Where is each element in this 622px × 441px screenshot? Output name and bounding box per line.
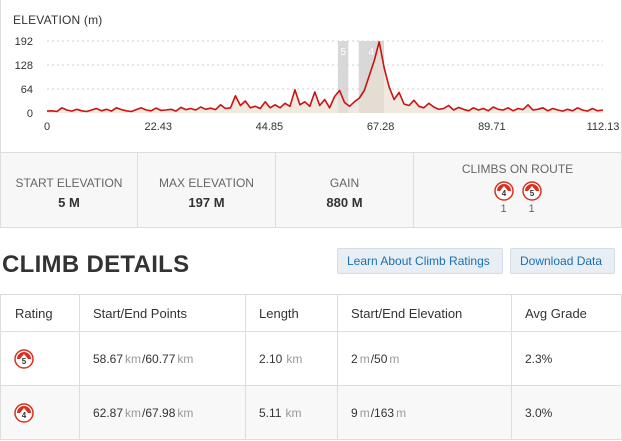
y-tick-label: 0 [27,108,33,120]
gain-value: 880 M [326,195,363,210]
climb-badges: 4 1 5 1 [414,181,621,215]
x-tick-label: 0 [44,121,50,133]
x-tick-label: 22.43 [144,121,172,133]
elevation-line [46,41,604,113]
climb-region-label: 4 [369,47,375,58]
unit: m [359,351,370,366]
length-value: 2.10 [259,351,283,366]
start-end-elevation-cell: 9 m/163 m [338,386,512,439]
chart-title: ELEVATION (m) [13,13,103,27]
header-length: Length [246,295,338,331]
elevation-chart[interactable]: 5 4 192 128 64 00 22.43 44.85 67.28 89.71 112.13 [1,0,621,152]
route-stats: START ELEVATION 5 M MAX ELEVATION 197 M … [0,152,622,228]
climb-rating-5-icon: 5 [14,348,34,369]
max-elevation-value: 197 M [188,195,225,210]
length-value: 5.11 [259,405,282,420]
climb-count-cat4: 1 [500,203,507,215]
table-row[interactable]: 5 58.67 km/60.77 km 2.10 km 2 m/50 m 2.3% [0,332,622,386]
climbs-on-route-stat: CLIMBS ON ROUTE 4 1 5 1 [414,153,622,227]
climb-table: Rating Start/End Points Length Start/End… [0,294,622,440]
unit: m [359,405,370,420]
header-avg-grade: Avg Grade [512,295,622,331]
download-data-button[interactable]: Download Data [510,248,615,274]
unit: km [286,351,303,366]
unit: km [125,351,142,366]
x-tick-label: 44.85 [256,121,284,133]
table-row[interactable]: 4 62.87 km/67.98 km 5.11 km 9 m/163 m 3.0% [0,386,622,440]
start-end-points-cell: 62.87 km/67.98 km [80,386,246,439]
max-elevation-stat: MAX ELEVATION 197 M [138,153,276,227]
start-end-points-cell: 58.67 km/60.77 km [80,332,246,385]
badge-number: 4 [501,189,506,198]
end-elevation: 163 [374,405,395,420]
start-elevation: 2 [351,351,358,366]
climb-details-title: CLIMB DETAILS [2,251,190,278]
x-tick-label: 67.28 [367,121,395,133]
x-tick-label: 89.71 [478,121,506,133]
start-elevation-label: START ELEVATION [15,176,123,190]
avg-grade-cell: 3.0% [512,386,622,439]
unit: m [396,405,407,420]
unit: km [177,405,194,420]
end-point: 67.98 [145,405,176,420]
length-cell: 5.11 km [246,386,338,439]
climb-rating-4-icon: 4 [14,402,34,423]
unit: m [389,351,400,366]
x-tick-label: 112.13 [587,121,620,133]
climb-badge-cat5[interactable]: 5 1 [521,181,543,215]
badge-number: 4 [22,411,27,420]
start-elevation-stat: START ELEVATION 5 M [0,153,138,227]
start-end-elevation-cell: 2 m/50 m [338,332,512,385]
header-start-end-points: Start/End Points [80,295,246,331]
unit: km [125,405,142,420]
start-elevation: 9 [351,405,358,420]
table-header-row: Rating Start/End Points Length Start/End… [0,295,622,332]
start-elevation-value: 5 M [58,195,80,210]
y-tick-label: 192 [15,36,33,48]
start-point: 62.87 [93,405,124,420]
y-tick-label: 128 [15,60,33,72]
length-cell: 2.10 km [246,332,338,385]
elevation-chart-panel: ELEVATION (m) 5 4 192 128 64 0 0 22.43 44.85 67.… [0,0,622,152]
unit: km [177,351,194,366]
climb-region [337,41,349,113]
max-elevation-label: MAX ELEVATION [159,176,254,190]
badge-number: 5 [529,189,534,198]
header-rating: Rating [0,295,80,331]
gain-label: GAIN [329,176,360,190]
end-elevation: 50 [374,351,388,366]
learn-climb-ratings-button[interactable]: Learn About Climb Ratings [337,248,503,274]
elevation-area [47,41,603,113]
rating-cell: 4 [0,386,80,439]
climbs-on-route-label: CLIMBS ON ROUTE [461,162,574,176]
badge-number: 5 [22,357,27,366]
header-start-end-elevation: Start/End Elevation [338,295,512,331]
climb-rating-5-icon: 5 [521,181,542,201]
start-point: 58.67 [93,351,124,366]
y-tick-label: 64 [21,84,33,96]
climb-count-cat5: 1 [528,203,535,215]
gain-stat: GAIN 880 M [276,153,414,227]
rating-cell: 5 [0,332,80,385]
climb-badge-cat4[interactable]: 4 1 [493,181,515,215]
avg-grade-cell: 2.3% [512,332,622,385]
climb-rating-4-icon: 4 [493,181,514,201]
end-point: 60.77 [145,351,176,366]
climb-region-label: 5 [340,47,346,58]
unit: km [285,405,302,420]
